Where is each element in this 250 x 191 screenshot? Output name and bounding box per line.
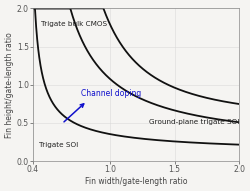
Text: Trigate SOI: Trigate SOI: [39, 142, 78, 148]
Y-axis label: Fin height/gate-length ratio: Fin height/gate-length ratio: [5, 32, 14, 138]
X-axis label: Fin width/gate-length ratio: Fin width/gate-length ratio: [85, 177, 187, 186]
Text: Channel doping: Channel doping: [80, 89, 141, 98]
Text: Ground-plane trigate SOI: Ground-plane trigate SOI: [149, 119, 239, 125]
Text: Trigate bulk CMOS: Trigate bulk CMOS: [41, 21, 107, 27]
